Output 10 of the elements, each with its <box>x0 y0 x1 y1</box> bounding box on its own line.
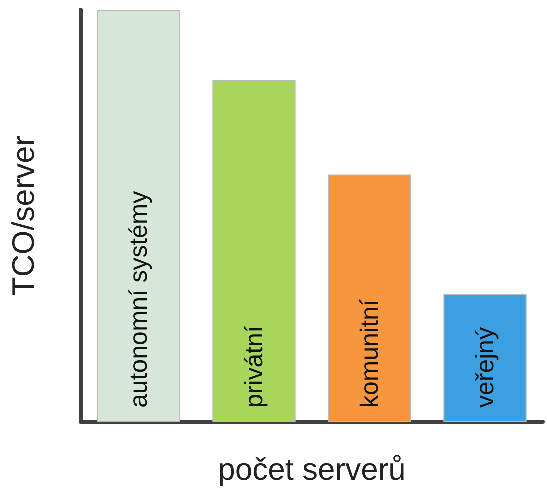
x-axis-title: počet serverů <box>218 452 406 487</box>
y-axis-title: TCO/server <box>6 136 41 296</box>
bar <box>212 80 296 422</box>
x-tick-label: autonomní systémy <box>124 190 153 408</box>
x-tick-label: komunitní <box>356 300 384 408</box>
bar <box>444 294 527 422</box>
x-tick-label: privátní <box>240 326 268 408</box>
bar <box>97 10 180 422</box>
bar <box>328 174 412 422</box>
x-tick-label: veřejný <box>471 326 500 408</box>
